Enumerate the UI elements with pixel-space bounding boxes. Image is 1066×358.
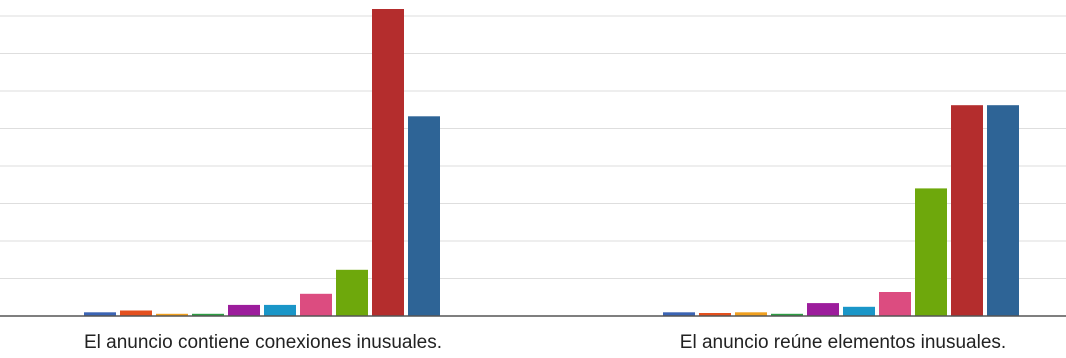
bar-group1-series6 — [264, 304, 296, 316]
gridlines — [0, 15, 1066, 279]
bar-group2-series1 — [663, 312, 695, 316]
bar-group1-series5 — [228, 304, 260, 316]
category-label-1: El anuncio contiene conexiones inusuales… — [84, 332, 442, 353]
bar-group2-series10 — [987, 105, 1019, 316]
x-tick-labels: El anuncio contiene conexiones inusuales… — [84, 332, 1006, 353]
bar-group2-series4 — [771, 313, 803, 316]
bar-group2-series3 — [735, 312, 767, 316]
category-label-2: El anuncio reúne elementos inusuales. — [680, 332, 1006, 353]
bar-group2-series7 — [879, 292, 911, 316]
bar-group2-series8 — [915, 188, 947, 316]
bar-group1-series9 — [372, 9, 404, 316]
bar-group1-series4 — [192, 313, 224, 316]
bar-group1-series10 — [408, 116, 440, 316]
bar-group1-series7 — [300, 293, 332, 316]
bar-group2-series6 — [843, 306, 875, 316]
bar-group2-series2 — [699, 313, 731, 316]
bars — [84, 9, 1019, 316]
bar-group1-series8 — [336, 269, 368, 316]
bar-group2-series9 — [951, 105, 983, 316]
bar-group2-series5 — [807, 303, 839, 316]
bar-group1-series2 — [120, 310, 152, 316]
bar-group1-series1 — [84, 312, 116, 316]
bar-group1-series3 — [156, 313, 188, 316]
